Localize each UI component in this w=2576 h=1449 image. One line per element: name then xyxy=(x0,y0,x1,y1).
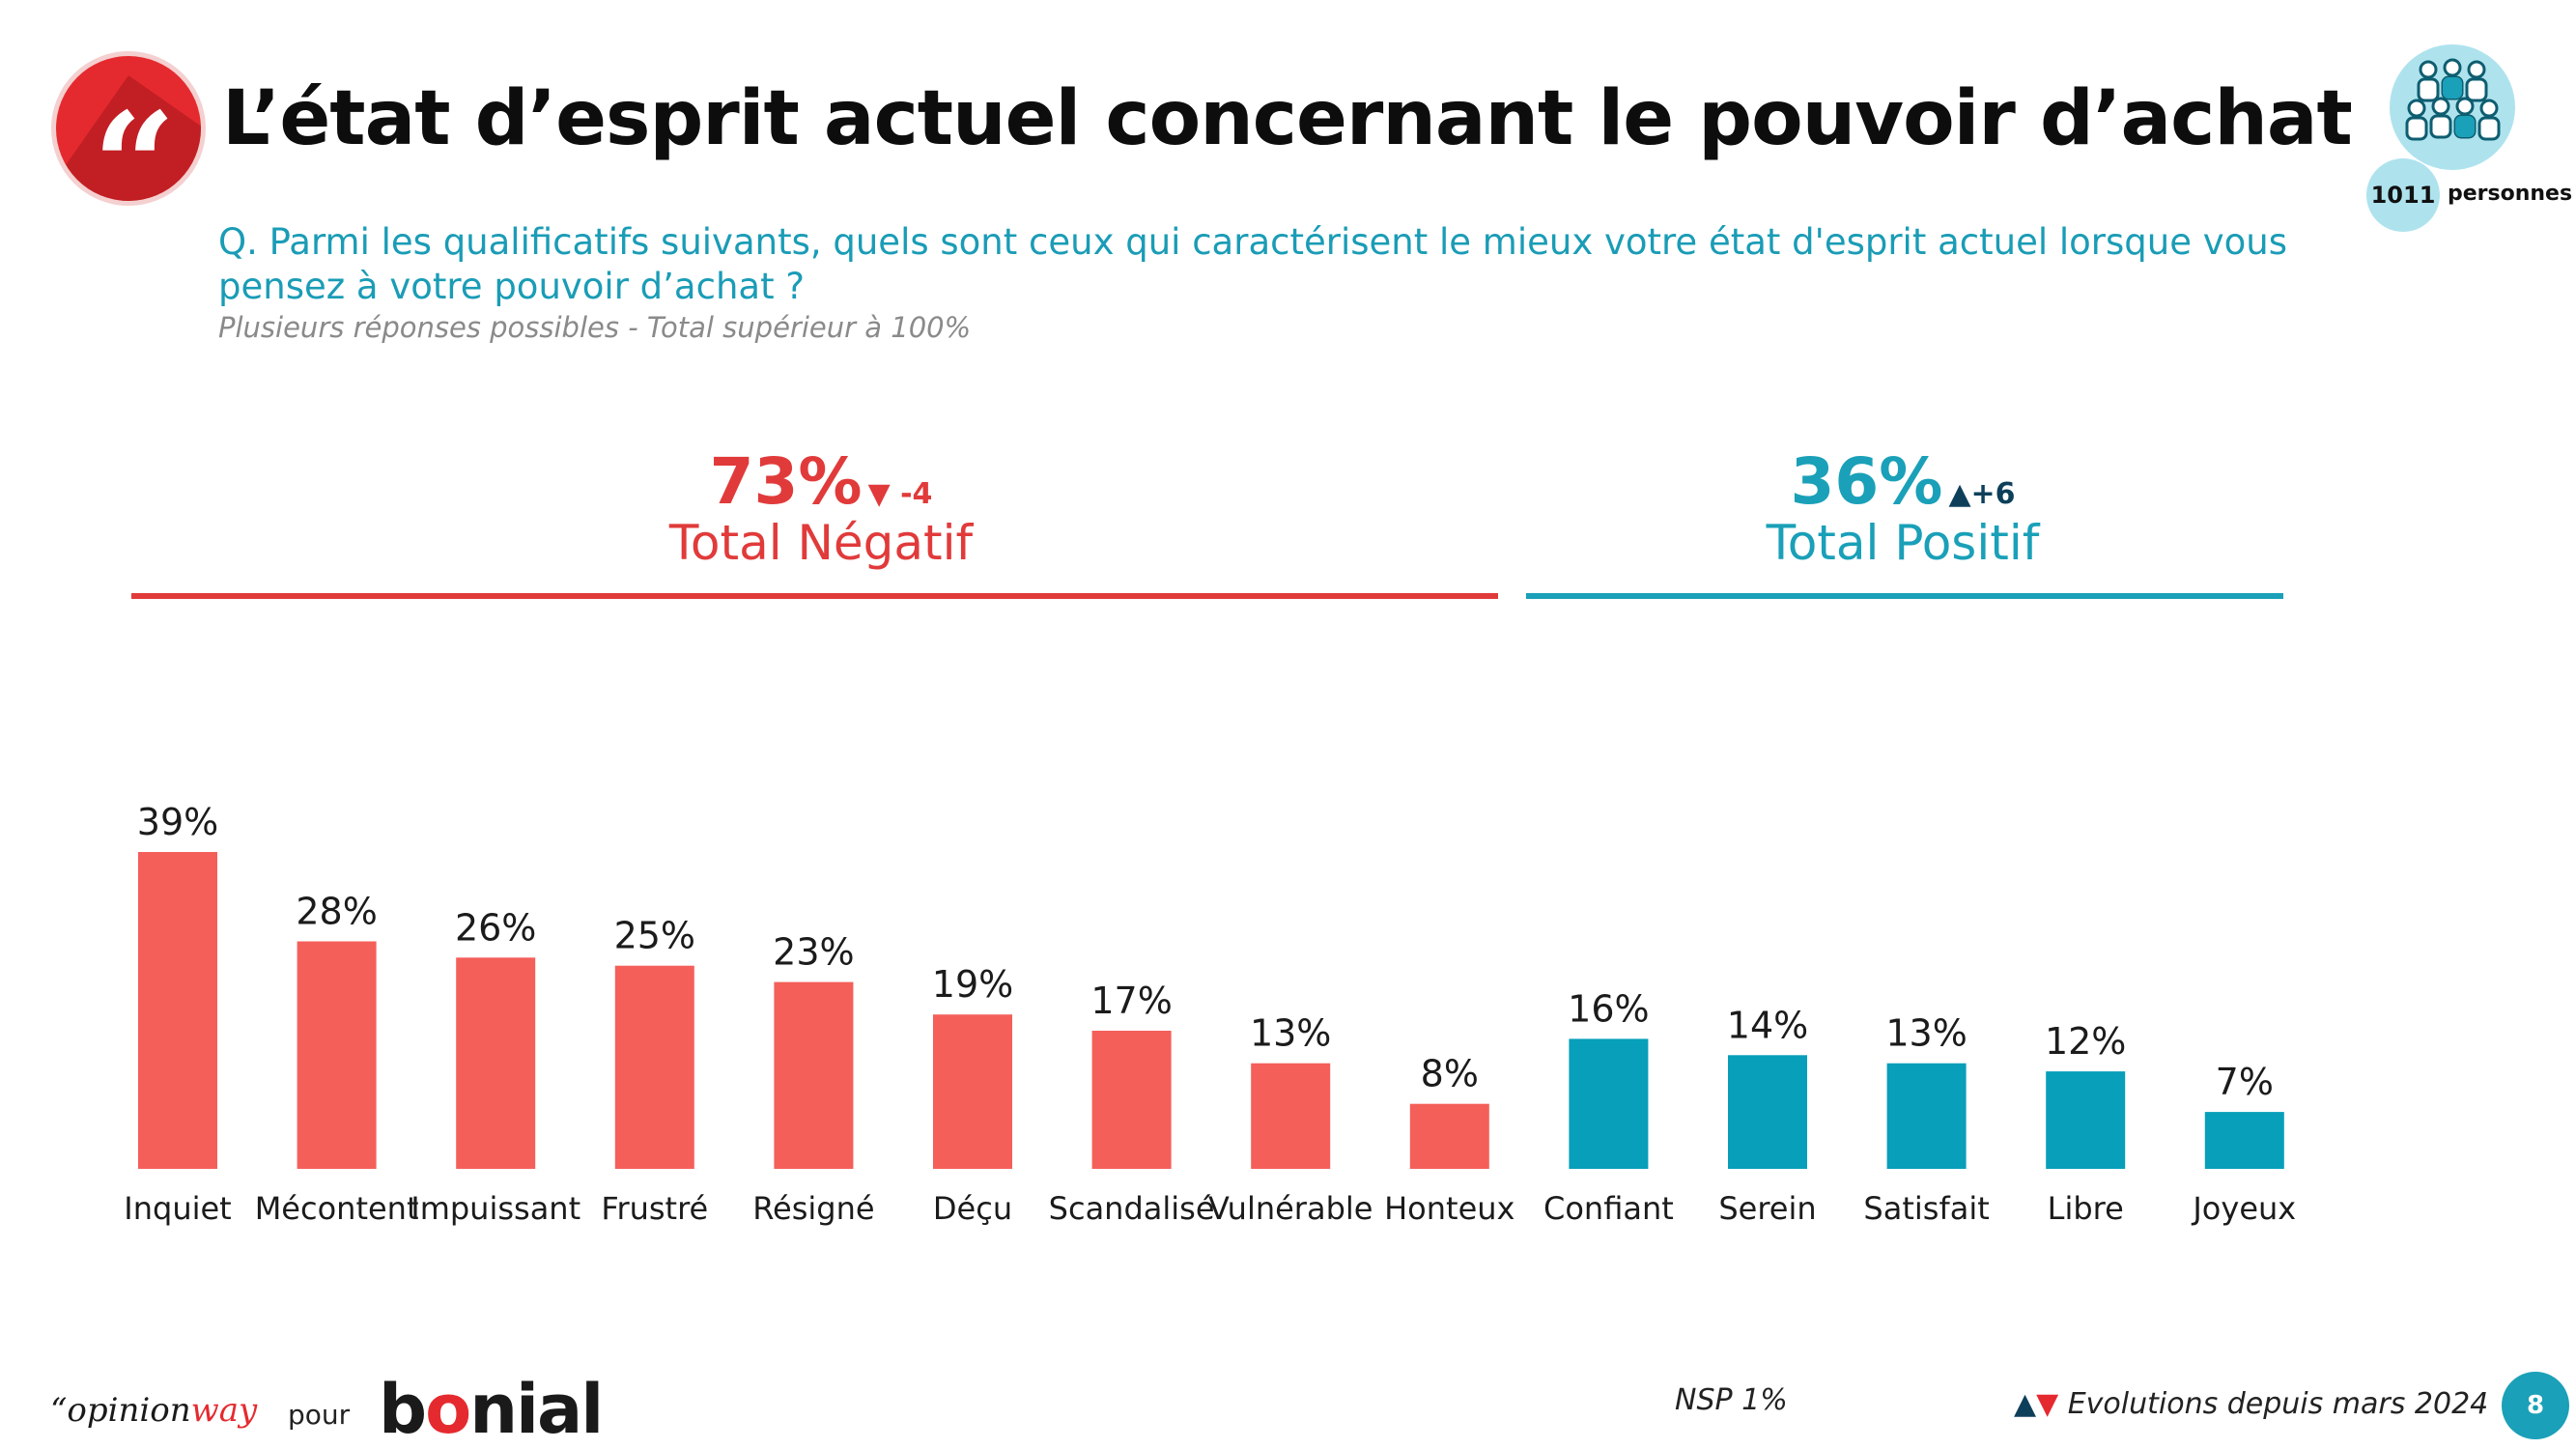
category-label: Résigné xyxy=(752,1190,874,1227)
positive-group-rule xyxy=(1526,593,2283,599)
up-triangle-icon: ▲ xyxy=(2014,1387,2037,1421)
value-label: 28% xyxy=(296,891,377,933)
value-label: 14% xyxy=(1727,1004,1808,1046)
page-number: 8 xyxy=(2502,1372,2569,1439)
bar-satisfait xyxy=(1886,1063,1967,1169)
category-label: Satisfait xyxy=(1863,1190,1989,1227)
bar-chart: 39% Inquiet 28% Mécontent 26% Impuissant 25% Fr… xyxy=(124,801,2296,1227)
category-label: Serein xyxy=(1718,1190,1816,1227)
value-label: 13% xyxy=(1250,1012,1331,1055)
value-label: 13% xyxy=(1885,1012,1967,1055)
category-label: Confiant xyxy=(1543,1190,1674,1227)
bar-impuissant xyxy=(456,957,536,1169)
value-label: 26% xyxy=(455,906,536,949)
bonial-logo: bonial xyxy=(379,1370,604,1449)
total-positive-group: 36% ▲+6 Total Positif xyxy=(1642,444,2164,571)
pour-label: pour xyxy=(288,1399,351,1431)
quote-icon: “ xyxy=(92,81,176,201)
down-triangle-icon: ▼ xyxy=(2036,1387,2059,1421)
total-negative-value: 73% xyxy=(709,444,863,519)
category-label: Joyeux xyxy=(2191,1190,2296,1227)
bar-mécontent xyxy=(297,941,377,1169)
nsp-note: NSP 1% xyxy=(1675,1383,1788,1417)
bar-libre xyxy=(2046,1071,2126,1169)
question-note: Plusieurs réponses possibles - Total sup… xyxy=(218,311,972,344)
value-label: 8% xyxy=(1421,1053,1479,1095)
bar-confiant xyxy=(1569,1038,1649,1169)
people-group-icon xyxy=(2405,58,2501,141)
total-positive-label: Total Positif xyxy=(1766,515,2040,571)
value-label: 39% xyxy=(137,801,218,843)
bar-résigné xyxy=(774,981,854,1169)
value-label: 25% xyxy=(614,915,695,957)
total-positive-value: 36% xyxy=(1790,444,1943,519)
bar-frustré xyxy=(614,965,694,1169)
category-label: Frustré xyxy=(601,1190,708,1227)
value-label: 16% xyxy=(1568,987,1649,1030)
negative-group-rule xyxy=(131,593,1498,599)
bar-déçu xyxy=(933,1014,1012,1169)
evolution-text: Evolutions depuis mars 2024 xyxy=(2067,1387,2489,1421)
category-label: Honteux xyxy=(1384,1190,1514,1227)
bar-scandalisé xyxy=(1091,1031,1172,1169)
category-label: Déçu xyxy=(933,1190,1012,1227)
bar-serein xyxy=(1728,1055,1807,1169)
page-title: L’état d’esprit actuel concernant le pou… xyxy=(222,75,2353,162)
bar-joyeux xyxy=(2204,1112,2284,1169)
sample-count: 1011 xyxy=(2366,158,2440,232)
value-label: 17% xyxy=(1090,980,1172,1022)
survey-question: Q. Parmi les qualificatifs suivants, que… xyxy=(218,221,2288,307)
value-label: 12% xyxy=(2045,1020,2126,1063)
category-label: Mécontent xyxy=(255,1190,419,1227)
total-negative-label: Total Négatif xyxy=(668,515,974,571)
quote-logo-badge: “ xyxy=(56,56,201,201)
bar-inquiet xyxy=(138,852,217,1169)
sample-label: personnes xyxy=(2448,182,2573,206)
value-label: 7% xyxy=(2216,1061,2274,1103)
total-negative-group: 73% ▼ -4 Total Négatif xyxy=(560,444,1082,571)
category-label: Vulnérable xyxy=(1208,1190,1373,1227)
value-label: 19% xyxy=(932,963,1013,1006)
bar-honteux xyxy=(1409,1103,1489,1169)
bar-vulnérable xyxy=(1251,1063,1331,1169)
opinionway-logo: “opinionway xyxy=(50,1391,258,1430)
category-label: Inquiet xyxy=(124,1190,231,1227)
category-label: Scandalisé xyxy=(1049,1190,1215,1227)
value-label: 23% xyxy=(773,931,854,974)
sample-size-badge: 1011 personnes xyxy=(2366,44,2572,232)
category-label: Impuissant xyxy=(410,1190,580,1227)
category-label: Libre xyxy=(2048,1190,2124,1227)
total-negative-delta: ▼ -4 xyxy=(867,477,933,511)
total-positive-delta: ▲+6 xyxy=(1948,477,2016,511)
evolution-legend: ▲▼ Evolutions depuis mars 2024 xyxy=(2014,1387,2488,1421)
